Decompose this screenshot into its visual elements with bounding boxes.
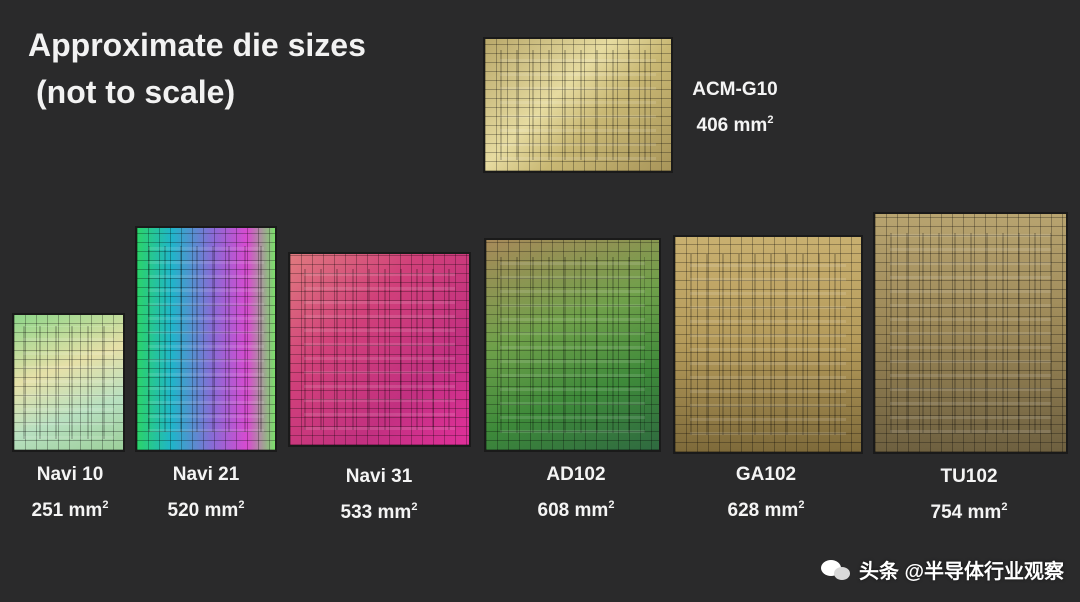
watermark-text: 头条 @半导体行业观察 [858, 561, 1064, 583]
die-name: Navi 10 [36, 464, 104, 485]
die-label-acm-g10: ACM-G10 406 mm2 [680, 75, 790, 141]
die-name: Navi 31 [345, 466, 413, 487]
die-name: GA102 [735, 464, 797, 485]
die-name: TU102 [940, 466, 998, 487]
die-size: 251 mm2 [31, 499, 109, 521]
die-label-tu102: TU102 754 mm2 [908, 462, 1030, 528]
die-size: 406 mm2 [696, 114, 774, 136]
die-image-navi-31 [288, 252, 471, 447]
die-image-acm-g10 [483, 37, 673, 173]
die-image-tu102 [873, 212, 1068, 454]
die-label-ad102: AD102 608 mm2 [515, 460, 637, 526]
die-image-ga102 [673, 235, 863, 454]
slide-title: Approximate die sizes (not to scale) [28, 22, 366, 116]
wechat-icon [820, 558, 851, 582]
die-size: 608 mm2 [537, 499, 615, 521]
die-size: 520 mm2 [167, 499, 245, 521]
die-label-navi-21: Navi 21 520 mm2 [145, 460, 267, 526]
die-size: 533 mm2 [340, 501, 418, 523]
die-name: AD102 [546, 464, 606, 485]
title-line-2: (not to scale) [36, 74, 236, 110]
source-watermark: 头条 @半导体行业观察 [820, 555, 1064, 584]
die-image-navi-21 [135, 226, 277, 452]
die-label-ga102: GA102 628 mm2 [705, 460, 827, 526]
die-image-ad102 [484, 238, 661, 452]
die-label-navi-10: Navi 10 251 mm2 [10, 460, 130, 526]
die-name: ACM-G10 [692, 79, 778, 100]
die-label-navi-31: Navi 31 533 mm2 [318, 462, 440, 528]
die-size: 628 mm2 [727, 499, 805, 521]
die-size: 754 mm2 [930, 501, 1008, 523]
die-name: Navi 21 [172, 464, 240, 485]
die-image-navi-10 [12, 313, 125, 452]
title-line-1: Approximate die sizes [28, 27, 366, 63]
